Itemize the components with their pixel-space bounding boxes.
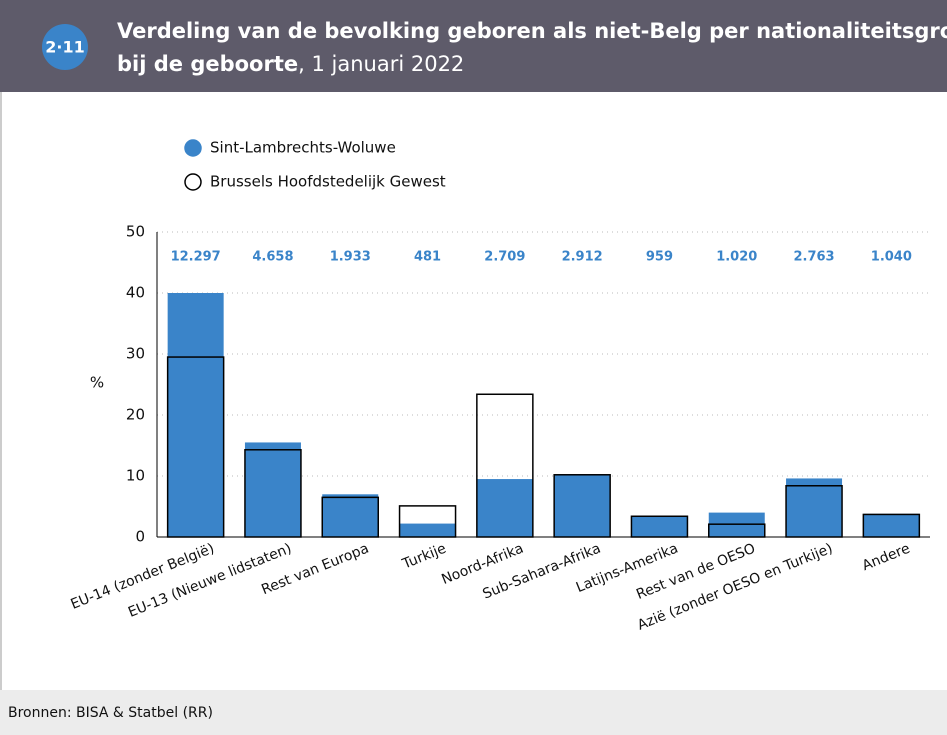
top-label: 481 xyxy=(414,250,441,265)
legend-label: Brussels Hoofdstedelijk Gewest xyxy=(210,173,446,191)
title-bold: bij de geboorte xyxy=(117,52,298,76)
y-tick-label: 0 xyxy=(135,528,145,546)
top-label: 2.709 xyxy=(484,250,525,265)
legend-marker xyxy=(184,173,202,191)
y-tick-label: 50 xyxy=(126,223,145,241)
legend-label: Sint-Lambrechts-Woluwe xyxy=(210,139,396,157)
title-line2: bij de geboorte, 1 januari 2022 xyxy=(117,52,464,76)
top-label: 2.763 xyxy=(793,250,834,265)
bar xyxy=(863,513,920,537)
source: Bronnen: BISA & Statbel (RR) xyxy=(8,705,213,721)
bar xyxy=(244,442,301,537)
top-label: 2.912 xyxy=(562,250,603,265)
top-label: 12.297 xyxy=(171,250,221,265)
bar xyxy=(554,474,611,537)
top-label: 1.933 xyxy=(330,250,371,265)
bar xyxy=(786,478,843,537)
legend-marker xyxy=(184,139,202,157)
title: Verdeling van de bevolking geboren als n… xyxy=(117,19,947,43)
badge xyxy=(42,24,88,70)
y-tick-label: 10 xyxy=(126,467,145,485)
x-tick-label: Turkije xyxy=(399,541,448,573)
bar xyxy=(476,479,533,537)
bar xyxy=(399,523,456,537)
x-tick-label: Andere xyxy=(860,541,912,575)
header-bar xyxy=(0,0,947,92)
y-tick-label: 40 xyxy=(126,284,145,302)
y-tick-label: 30 xyxy=(126,345,145,363)
badge-text: 2·11 xyxy=(45,38,84,57)
bar xyxy=(631,515,688,537)
top-label: 959 xyxy=(646,250,673,265)
top-label: 4.658 xyxy=(252,250,293,265)
bar xyxy=(167,293,224,537)
bar xyxy=(322,494,379,537)
footer-bar xyxy=(0,690,947,735)
title-rest: , 1 januari 2022 xyxy=(298,52,464,76)
top-label: 1.020 xyxy=(716,250,757,265)
y-tick-label: 20 xyxy=(126,406,145,424)
top-label: 1.040 xyxy=(871,250,912,265)
y-axis-label: % xyxy=(90,374,104,392)
